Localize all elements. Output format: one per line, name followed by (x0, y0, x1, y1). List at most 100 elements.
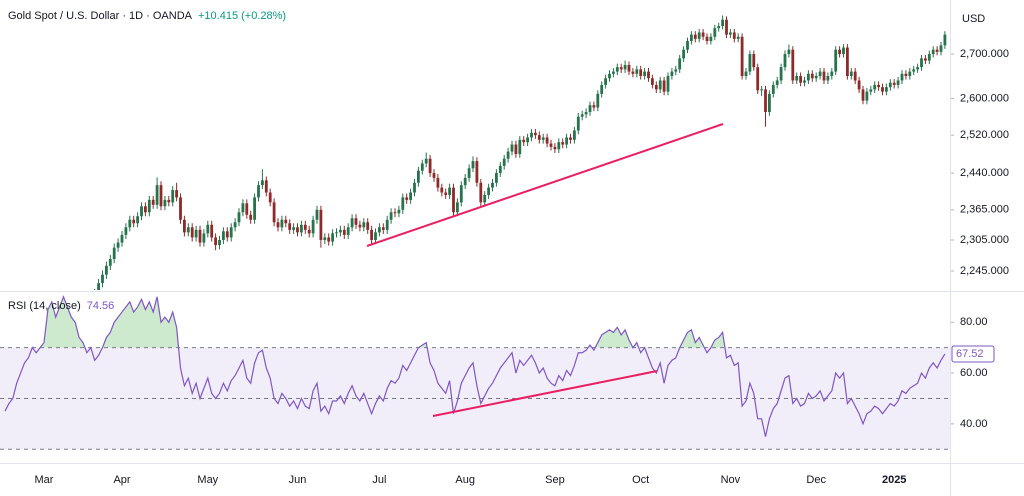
last-value-box (951, 345, 995, 363)
candle-body (877, 84, 880, 88)
candle-body (147, 199, 151, 213)
candle-body (810, 73, 814, 79)
candle-body (198, 229, 202, 243)
candle-body (381, 227, 385, 230)
candle-body (693, 34, 697, 39)
candle-body (424, 158, 428, 164)
candle-body (339, 229, 342, 233)
candle-body (206, 224, 210, 234)
x-tick-label: Sep (545, 474, 565, 486)
candle-body (358, 224, 362, 228)
candle-body (678, 58, 682, 70)
candle-body (908, 71, 912, 77)
candle-body (179, 197, 182, 220)
candle-body (744, 71, 748, 77)
candle-body (779, 67, 783, 81)
candle-body (561, 142, 565, 145)
candle-body (631, 71, 635, 74)
candle-body (417, 170, 420, 183)
candle-body (292, 227, 295, 230)
candle-body (803, 80, 806, 83)
candle-body (444, 192, 448, 195)
candle-body (639, 69, 643, 77)
candle-body (495, 173, 498, 183)
x-tick-label: Jun (289, 474, 307, 486)
candle-body (576, 116, 580, 131)
candle-body (323, 237, 327, 240)
candle-body (268, 192, 272, 203)
candle-body (237, 212, 241, 223)
candle-body (927, 54, 931, 61)
price-pane (94, 15, 947, 290)
candle-body (319, 209, 323, 240)
candle-body (686, 41, 689, 50)
candle-body (459, 185, 463, 203)
candle-body (545, 137, 549, 144)
candle-body (397, 209, 401, 214)
candle-body (210, 224, 214, 238)
candle-body (253, 197, 256, 220)
candle-body (569, 137, 572, 140)
candle-body (764, 89, 767, 113)
x-tick-label: Mar (35, 474, 54, 486)
x-tick-label: Apr (113, 474, 130, 486)
candle-body (541, 137, 545, 140)
y-tick-label: 2,520.000 (960, 129, 1009, 141)
candle-body (834, 49, 838, 72)
candle-body (526, 137, 529, 143)
candle-body (861, 89, 865, 101)
candle-body (615, 67, 619, 72)
candle-body (931, 49, 935, 55)
candle-body (405, 197, 409, 200)
candle-body (487, 187, 490, 195)
candle-body (385, 219, 389, 230)
candle-body (284, 219, 288, 224)
currency-label[interactable]: USD (962, 13, 985, 25)
candle-body (580, 114, 584, 117)
candle-body (939, 45, 943, 52)
candle-body (838, 49, 841, 55)
candle-body (697, 32, 701, 39)
candle-body (713, 28, 717, 37)
candle-body (596, 93, 600, 108)
candle-body (849, 71, 853, 77)
candle-body (588, 105, 592, 113)
candle-body (218, 239, 221, 246)
candle-body (795, 76, 799, 81)
candle-body (249, 214, 253, 220)
rsi-trend-line[interactable] (432, 370, 658, 417)
candle-body (888, 82, 892, 88)
candle-body (830, 71, 834, 77)
candle-body (272, 202, 276, 223)
candle-body (108, 259, 112, 266)
candle-body (643, 71, 646, 77)
x-tick-label: Aug (455, 474, 475, 486)
candle-body (101, 274, 104, 284)
candle-body (573, 130, 576, 140)
price-trend-line[interactable] (366, 123, 724, 247)
candle-body (818, 71, 822, 77)
candle-body (787, 49, 791, 55)
candle-body (705, 36, 709, 42)
candle-body (553, 146, 557, 150)
candle-body (120, 234, 124, 243)
candle-body (436, 177, 440, 188)
candle-body (600, 84, 604, 94)
axes: 2,245.000 2,305.000 2,365.000 2,440.000 2,52… (35, 48, 1009, 486)
candle-body (303, 224, 307, 230)
candle-body (619, 67, 623, 70)
candle-body (300, 224, 303, 233)
candle-body (557, 142, 561, 150)
candle-body (167, 199, 171, 203)
candle-body (690, 34, 693, 42)
candle-body (510, 144, 514, 152)
candle-body (463, 177, 467, 186)
candle-body (471, 161, 475, 169)
candle-body (783, 54, 787, 68)
candle-body (748, 54, 752, 72)
candle-body (350, 218, 354, 228)
candle-body (506, 151, 510, 159)
y-tick-label: 80.00 (960, 316, 988, 328)
